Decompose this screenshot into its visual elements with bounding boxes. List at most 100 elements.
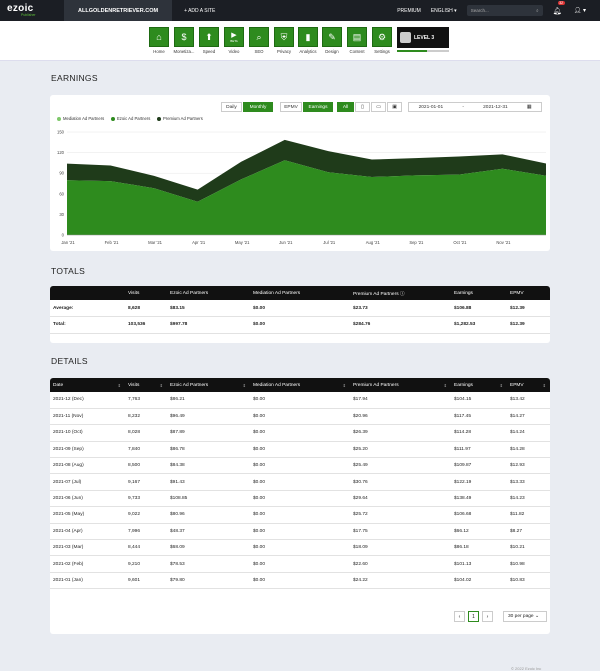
column-header[interactable]: Earnings ⇕ — [451, 378, 507, 392]
level-badge[interactable]: LEVEL 3 — [397, 27, 449, 48]
table-cell: 2021-01 (Jan) — [50, 572, 125, 590]
legend-ezoic: Ezoic Ad Partners — [111, 116, 150, 121]
table-cell: $104.15 — [451, 392, 507, 409]
y-tick-label: 0 — [62, 233, 65, 238]
column-header[interactable]: Date ⇕ — [50, 378, 125, 392]
desktop-icon: ▣ — [392, 104, 397, 110]
tablet-toggle[interactable]: ▭ — [371, 102, 386, 112]
chart-icon: ▮ — [298, 27, 318, 47]
table-cell: $13.42 — [507, 392, 550, 409]
table-cell: Average: — [50, 300, 125, 317]
table-cell: $48.37 — [167, 523, 250, 541]
table-cell: $0.00 — [250, 392, 350, 409]
table-cell: 8,628 — [125, 300, 167, 317]
column-header[interactable]: Ezoic Ad Partners ⇕ — [167, 378, 250, 392]
iconbar-label: Monetiza... — [173, 49, 195, 54]
iconbar-label: Design — [325, 49, 339, 54]
date-range-picker[interactable]: 2021-01-01 - 2021-12-31 ▦ — [408, 102, 542, 112]
table-cell: $106.88 — [451, 300, 507, 317]
column-header: Ezoic Ad Partners — [167, 286, 250, 300]
iconbar-item-content[interactable]: ▤ Content — [346, 27, 368, 54]
iconbar-label: SEO — [254, 49, 264, 54]
iconbar-item-design[interactable]: ✎ Design — [321, 27, 343, 54]
desktop-toggle[interactable]: ▣ — [387, 102, 402, 112]
legend-mediation-label: Mediation Ad Partners — [63, 116, 105, 121]
table-row: Average: 8,628 $83.15 $0.00 $23.73 $106.88 $12… — [50, 300, 550, 317]
all-devices-toggle[interactable]: All — [337, 102, 354, 112]
column-header[interactable]: Premium Ad Partners ⇕ — [350, 378, 451, 392]
table-cell: 7,996 — [125, 523, 167, 541]
column-header: Earnings — [451, 286, 507, 300]
next-page-button[interactable]: › — [482, 611, 493, 622]
iconbar-item-video[interactable]: ▶ BETA Video — [223, 27, 245, 54]
table-cell: 8,232 — [125, 408, 167, 426]
per-page-select[interactable]: 30 per page ⌄ — [503, 611, 547, 622]
table-cell: $106.68 — [451, 506, 507, 524]
mobile-toggle[interactable]: ▯ — [355, 102, 370, 112]
y-tick-label: 30 — [59, 212, 64, 217]
daily-toggle[interactable]: Daily — [221, 102, 242, 112]
table-cell: $10.83 — [507, 572, 550, 590]
iconbar-item-speed[interactable]: ⬆ Speed — [198, 27, 220, 54]
column-header-label: Date — [53, 382, 64, 388]
search-input[interactable]: Search... ⌕ — [466, 5, 543, 16]
epmv-toggle[interactable]: EPMV — [280, 102, 302, 112]
column-header[interactable]: Mediation Ad Partners ⇕ — [250, 378, 350, 392]
iconbar-item-settings[interactable]: ⚙ Settings — [371, 27, 393, 54]
table-cell: 9,210 — [125, 555, 167, 573]
monthly-toggle[interactable]: Monthly — [243, 102, 273, 112]
notifications-button[interactable]: 🔔︎ 32 — [553, 0, 565, 15]
earnings-chart-card: Daily Monthly EPMV Earnings All ▯ ▭ ▣ 20… — [50, 95, 550, 251]
table-row: 2021-09 (Sep) 7,840 $86.78 $0.00 $25.20 $111.… — [50, 441, 550, 459]
table-cell: 2021-04 (Apr) — [50, 523, 125, 541]
site-selector[interactable]: ALLGOLDENRETRIEVER.COM — [64, 0, 173, 21]
sort-icon: ⇕ — [242, 382, 246, 388]
iconbar-item-privacy[interactable]: ⛨ Privacy — [273, 27, 295, 54]
prev-page-button[interactable]: ‹ — [454, 611, 465, 622]
table-cell: $0.00 — [250, 441, 350, 459]
table-cell: $0.00 — [250, 572, 350, 590]
table-cell: $0.00 — [250, 555, 350, 573]
table-row: 2021-07 (Jul) 9,167 $91.43 $0.00 $30.76 $122.… — [50, 473, 550, 491]
iconbar-item-monetiza[interactable]: $ Monetiza... — [173, 27, 195, 54]
user-menu-button[interactable]: 👤︎ ▾ — [573, 8, 586, 14]
earnings-toggle[interactable]: Earnings — [303, 102, 333, 112]
table-row: 2021-03 (Mar) 8,444 $68.09 $0.00 $18.09 $86.1… — [50, 539, 550, 557]
table-cell: $10.21 — [507, 539, 550, 557]
table-row: 2021-12 (Dec) 7,763 $86.21 $0.00 $17.94 $104.… — [50, 392, 550, 409]
column-header-label: Earnings — [454, 290, 473, 296]
table-cell: $20.96 — [350, 408, 451, 426]
premium-link[interactable]: PREMIUM — [397, 7, 421, 14]
page-1-button[interactable]: 1 — [468, 611, 479, 622]
table-cell: $0.00 — [250, 457, 350, 475]
iconbar-item-home[interactable]: ⌂ Home — [148, 27, 170, 54]
table-cell: $138.49 — [451, 490, 507, 508]
avatar — [400, 32, 411, 43]
table-cell: 9,167 — [125, 473, 167, 491]
table-cell: $0.00 — [250, 506, 350, 524]
table-row: 2021-02 (Feb) 9,210 $78.53 $0.00 $22.60 $101.… — [50, 555, 550, 573]
iconbar-item-seo[interactable]: ⌕ SEO — [248, 27, 270, 54]
ezoic-logo[interactable]: ezoic Publisher — [0, 0, 64, 21]
x-tick-label: Nov '21 — [496, 240, 511, 245]
pagination: ‹ 1 › 30 per page ⌄ — [454, 611, 547, 622]
table-cell: $111.97 — [451, 441, 507, 459]
table-cell: $14.27 — [507, 408, 550, 426]
language-dropdown[interactable]: ENGLISH ▾ — [430, 7, 457, 14]
x-tick-label: Jun '21 — [279, 240, 293, 245]
column-header[interactable]: EPMV ⇕ — [507, 378, 550, 392]
x-tick-label: Feb '21 — [105, 240, 120, 245]
level-progress-bar — [397, 50, 449, 52]
iconbar-item-analytics[interactable]: ▮ Analytics — [297, 27, 319, 54]
table-row: 2021-06 (Jun) 9,733 $108.85 $0.00 $29.64 $138… — [50, 490, 550, 508]
column-header-label: EPMV — [510, 290, 524, 296]
table-cell: $104.02 — [451, 572, 507, 590]
document-icon: ▤ — [347, 27, 367, 47]
column-header[interactable]: Visits ⇕ — [125, 378, 167, 392]
table-cell: $24.22 — [350, 572, 451, 590]
table-cell: $22.60 — [350, 555, 451, 573]
add-site-link[interactable]: + ADD A SITE — [184, 7, 216, 14]
info-icon[interactable]: ⓘ — [398, 291, 405, 297]
totals-table: Visits Ezoic Ad Partners Mediation Ad Part… — [50, 286, 550, 334]
x-tick-label: Oct '21 — [453, 240, 467, 245]
